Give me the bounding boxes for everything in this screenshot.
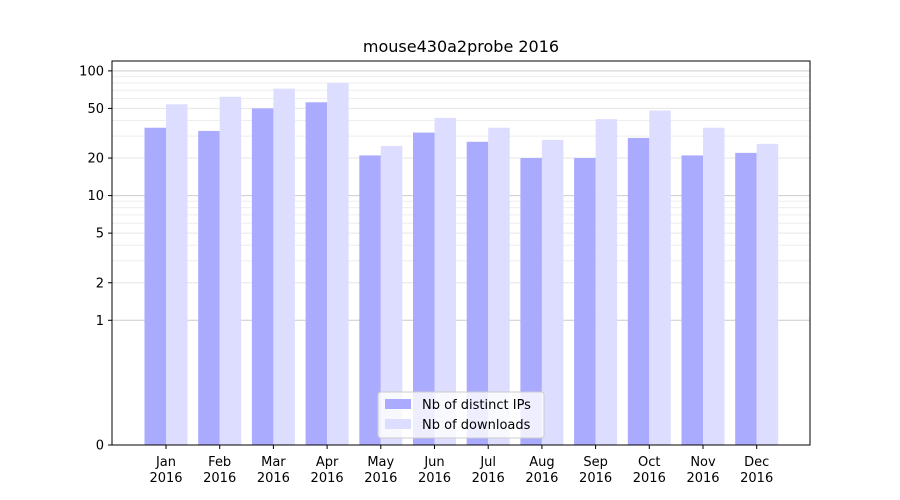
bar-downloads [273, 88, 295, 446]
x-axis: Jan2016Feb2016Mar2016Apr2016May2016Jun20… [149, 445, 773, 486]
legend-label: Nb of distinct IPs [422, 398, 531, 413]
x-tick-label-month: Feb [208, 455, 231, 470]
x-tick-label-month: Sep [583, 455, 608, 470]
x-tick-label-year: 2016 [203, 471, 236, 486]
bar-downloads [488, 127, 510, 445]
x-tick-label-year: 2016 [418, 471, 451, 486]
chart-title: mouse430a2probe 2016 [363, 37, 559, 56]
x-tick-label-year: 2016 [257, 471, 290, 486]
legend: Nb of distinct IPs Nb of downloads [377, 391, 545, 439]
x-tick-label-year: 2016 [149, 471, 182, 486]
bar-distinct-ips [198, 130, 220, 445]
y-tick-label: 2 [96, 276, 104, 291]
x-tick-label-month: Mar [261, 455, 286, 470]
legend-swatch [385, 399, 411, 409]
bar-downloads [756, 143, 779, 446]
legend-box [377, 391, 545, 439]
x-tick-label-month: Aug [529, 455, 554, 470]
x-tick-label-year: 2016 [311, 471, 344, 486]
y-axis: 0 1 2 5 10 20 50 100 [79, 64, 112, 454]
bar-downloads [434, 117, 456, 445]
bar-distinct-ips [413, 132, 435, 446]
x-tick-label-year: 2016 [364, 471, 397, 486]
bar-distinct-ips [251, 108, 274, 446]
bar-distinct-ips [627, 137, 650, 446]
bar-downloads [219, 96, 242, 446]
x-tick-label-year: 2016 [740, 471, 773, 486]
bar-distinct-ips [144, 127, 166, 445]
bar-distinct-ips [359, 155, 381, 445]
y-tick-label: 100 [79, 64, 104, 79]
bar-distinct-ips [735, 152, 757, 445]
bar-downloads [703, 127, 725, 445]
bar-distinct-ips [305, 102, 328, 446]
bar-downloads [380, 145, 403, 446]
bar-distinct-ips [520, 158, 542, 445]
bar-distinct-ips [681, 155, 703, 445]
y-tick-label: 20 [87, 152, 104, 167]
x-tick-label-month: Jul [479, 455, 496, 470]
x-tick-label-month: Oct [638, 455, 660, 470]
y-tick-label: 0 [96, 439, 104, 454]
y-tick-label: 50 [87, 102, 104, 117]
bar-downloads [166, 104, 188, 445]
bar-distinct-ips [466, 141, 489, 445]
x-tick-label-year: 2016 [579, 471, 612, 486]
y-tick-label: 5 [96, 227, 104, 242]
legend-swatch [385, 419, 411, 429]
bar-downloads [649, 110, 671, 445]
x-tick-label-year: 2016 [686, 471, 719, 486]
bar-downloads [327, 82, 349, 445]
x-tick-label-year: 2016 [633, 471, 666, 486]
bar-downloads [595, 119, 618, 446]
y-tick-label: 10 [87, 189, 104, 204]
y-tick-label: 1 [96, 314, 104, 329]
bar-distinct-ips [574, 158, 596, 445]
x-tick-label-year: 2016 [525, 471, 558, 486]
x-tick-label-month: Nov [690, 455, 716, 470]
bar-downloads [541, 139, 564, 445]
bars [144, 82, 779, 446]
x-tick-label-month: May [367, 455, 394, 470]
x-tick-label-year: 2016 [472, 471, 505, 486]
plot-frame [111, 60, 811, 446]
x-tick-label-month: Apr [316, 455, 339, 470]
legend-label: Nb of downloads [422, 418, 531, 433]
x-tick-label-month: Dec [744, 455, 769, 470]
x-tick-label-month: Jun [423, 455, 444, 470]
x-tick-label-month: Jan [155, 455, 176, 470]
